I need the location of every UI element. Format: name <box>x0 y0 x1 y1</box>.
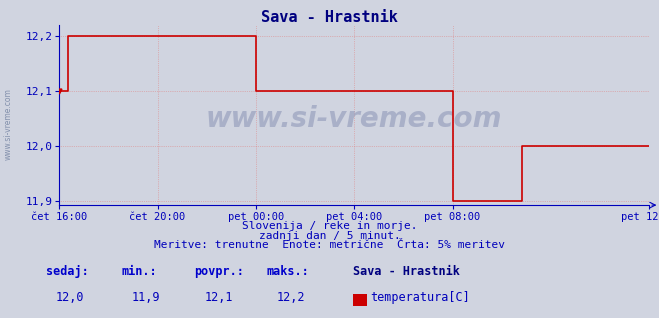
Text: Sava - Hrastnik: Sava - Hrastnik <box>261 10 398 24</box>
Text: temperatura[C]: temperatura[C] <box>370 291 470 303</box>
Text: www.si-vreme.com: www.si-vreme.com <box>3 88 13 160</box>
Text: povpr.:: povpr.: <box>194 265 244 278</box>
Text: www.si-vreme.com: www.si-vreme.com <box>206 105 502 133</box>
Text: 12,1: 12,1 <box>204 291 233 303</box>
Text: maks.:: maks.: <box>267 265 310 278</box>
Text: 12,0: 12,0 <box>56 291 84 303</box>
Text: Meritve: trenutne  Enote: metrične  Črta: 5% meritev: Meritve: trenutne Enote: metrične Črta: … <box>154 240 505 250</box>
Text: sedaj:: sedaj: <box>46 265 89 278</box>
Text: zadnji dan / 5 minut.: zadnji dan / 5 minut. <box>258 231 401 240</box>
Text: Sava - Hrastnik: Sava - Hrastnik <box>353 265 459 278</box>
Text: Slovenija / reke in morje.: Slovenija / reke in morje. <box>242 221 417 231</box>
Text: min.:: min.: <box>122 265 158 278</box>
Text: 11,9: 11,9 <box>132 291 160 303</box>
Text: 12,2: 12,2 <box>277 291 305 303</box>
